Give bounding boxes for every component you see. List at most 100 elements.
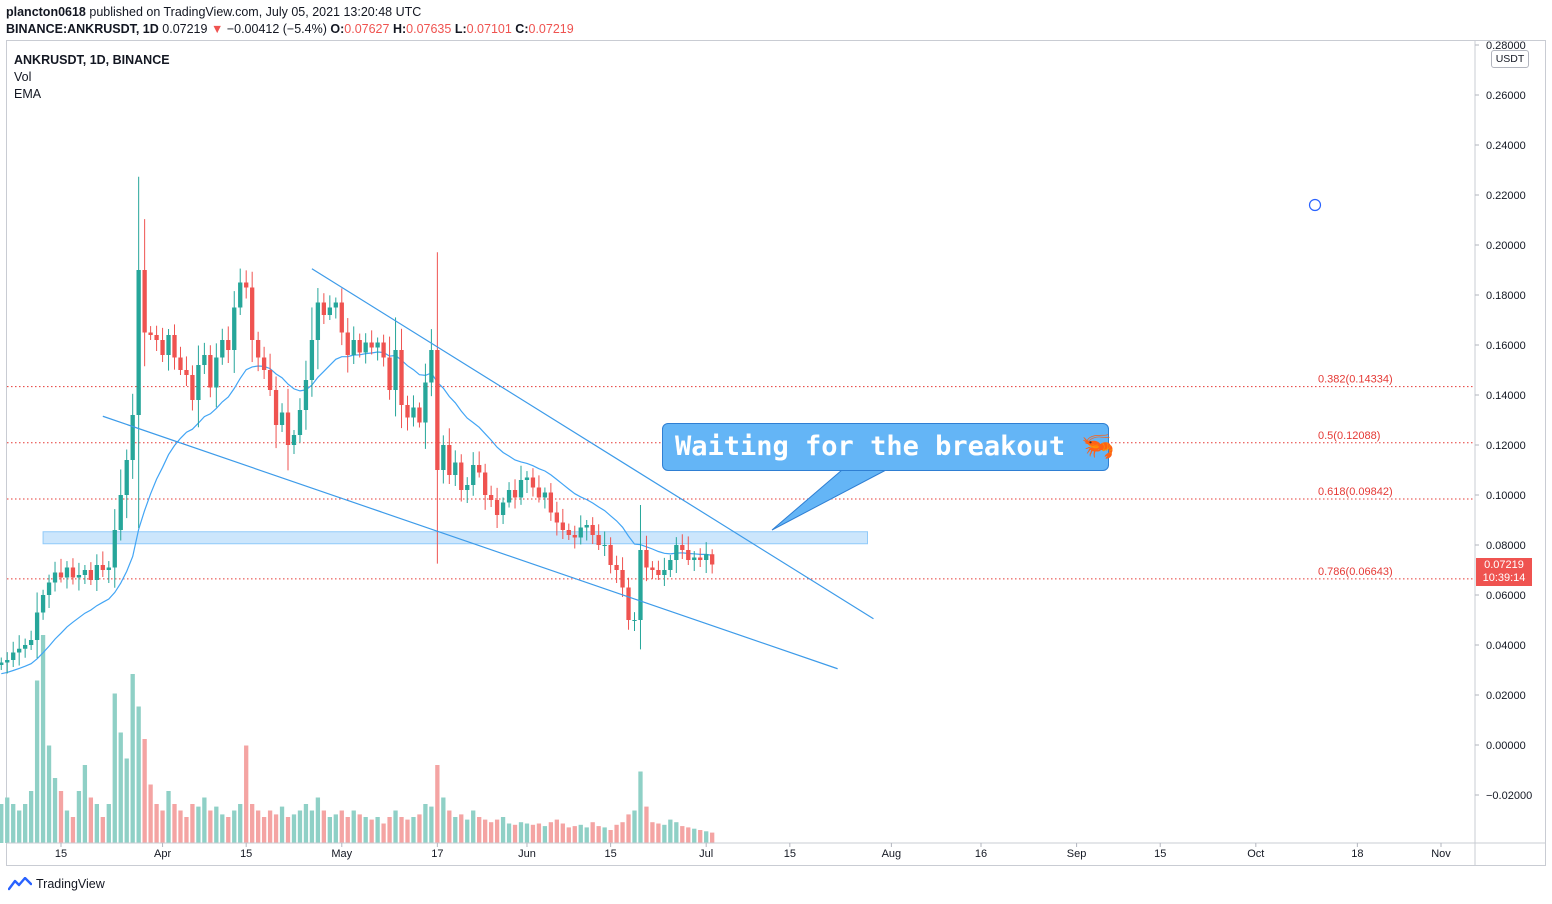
volume-bar bbox=[220, 814, 225, 843]
volume-bar bbox=[333, 814, 338, 843]
volume-bar bbox=[644, 806, 649, 843]
price-tick-label: 0.10000 bbox=[1486, 490, 1526, 502]
candle-body bbox=[548, 492, 554, 513]
volume-bar bbox=[483, 819, 488, 843]
candle-body bbox=[512, 490, 518, 498]
volume-bar bbox=[488, 822, 494, 843]
volume-bar bbox=[160, 810, 165, 843]
candle-body bbox=[465, 485, 470, 490]
volume-bar bbox=[5, 797, 10, 843]
volume-bar bbox=[512, 824, 518, 843]
open-value: 0.07627 bbox=[344, 22, 390, 36]
shrimp-icon: 🦐 bbox=[1081, 431, 1116, 462]
price-tick-label: 0.20000 bbox=[1486, 240, 1526, 252]
candle-body bbox=[136, 270, 141, 415]
volume-bar bbox=[11, 804, 16, 843]
candle-body bbox=[524, 477, 530, 480]
volume-bar bbox=[118, 732, 123, 843]
volume-bar bbox=[166, 791, 171, 843]
volume-bar bbox=[608, 830, 613, 843]
volume-bar bbox=[602, 827, 607, 843]
time-tick-label: 15 bbox=[784, 848, 796, 860]
price-tick-label: 0.08000 bbox=[1486, 540, 1526, 552]
drawing-anchor-point[interactable] bbox=[1308, 198, 1322, 212]
tradingview-brand: TradingView bbox=[36, 877, 105, 891]
price-tick-label: 0.16000 bbox=[1486, 340, 1526, 352]
candle-body bbox=[232, 307, 237, 350]
candle-body bbox=[172, 335, 177, 358]
legend-volume[interactable]: Vol bbox=[14, 70, 32, 84]
tradingview-footer[interactable]: TradingView bbox=[8, 877, 105, 891]
ema-line[interactable] bbox=[1, 351, 713, 675]
volume-bar bbox=[178, 810, 183, 843]
candle-body bbox=[130, 415, 135, 460]
volume-bar bbox=[698, 830, 703, 843]
candle-body bbox=[638, 550, 643, 620]
symbol-ohlc-line: BINANCE:ANKRUSDT, 1D 0.07219 ▼ −0.00412 … bbox=[6, 22, 574, 36]
candle-body bbox=[483, 472, 488, 495]
volume-bar bbox=[226, 817, 231, 843]
candle-body bbox=[88, 570, 94, 580]
candle-body bbox=[411, 407, 416, 418]
candle-body bbox=[327, 307, 332, 315]
candle-body bbox=[279, 412, 285, 425]
candle-body bbox=[244, 282, 249, 288]
volume-bar bbox=[429, 806, 434, 843]
candle-body bbox=[662, 570, 667, 575]
candle-body bbox=[238, 282, 243, 308]
volume-bar bbox=[465, 819, 470, 843]
candle-body bbox=[52, 572, 58, 583]
volume-bar bbox=[136, 706, 141, 843]
candle-body bbox=[321, 302, 327, 315]
price-tick-label: 0.12000 bbox=[1486, 440, 1526, 452]
volume-bar bbox=[572, 826, 577, 843]
volume-bar bbox=[566, 827, 571, 843]
volume-bar bbox=[584, 827, 589, 843]
currency-unit-button[interactable]: USDT bbox=[1491, 50, 1529, 68]
volume-bar bbox=[596, 826, 601, 843]
volume-bar bbox=[435, 765, 440, 843]
candle-body bbox=[698, 557, 703, 560]
candle-body bbox=[471, 465, 476, 485]
volume-bar bbox=[261, 817, 267, 843]
time-tick-label: Oct bbox=[1247, 848, 1264, 860]
candle-body bbox=[94, 565, 99, 580]
close-label: C: bbox=[515, 22, 529, 36]
author-name[interactable]: plancton0618 bbox=[6, 5, 86, 19]
volume-bar bbox=[327, 817, 332, 843]
chart-frame[interactable] bbox=[6, 40, 1546, 866]
candle-body bbox=[506, 490, 512, 503]
trend-line-upper[interactable] bbox=[311, 268, 874, 620]
candle-body bbox=[148, 332, 153, 335]
candle-body bbox=[542, 492, 548, 498]
trend-line-lower[interactable] bbox=[102, 415, 838, 670]
legend-title[interactable]: ANKRUSDT, 1D, BINANCE bbox=[14, 53, 170, 67]
candle-body bbox=[674, 545, 679, 560]
legend-ema[interactable]: EMA bbox=[14, 87, 42, 101]
volume-bar bbox=[662, 824, 667, 843]
breakout-callout[interactable]: Waiting for the breakout 🦐 bbox=[662, 423, 1115, 471]
volume-bar bbox=[560, 823, 565, 843]
fib-level-label: 0.382(0.14334) bbox=[1318, 374, 1393, 386]
candle-body bbox=[261, 357, 267, 370]
price-change: −0.00412 (−5.4%) bbox=[226, 22, 327, 36]
volume-bar bbox=[88, 797, 94, 843]
candle-body bbox=[5, 660, 10, 663]
candle-body bbox=[620, 570, 625, 588]
volume-bar bbox=[76, 791, 82, 843]
high-label: H: bbox=[392, 22, 407, 36]
volume-bar bbox=[459, 814, 464, 843]
time-tick-label: 15 bbox=[1154, 848, 1166, 860]
candle-body bbox=[578, 527, 583, 538]
volume-bar bbox=[154, 804, 159, 843]
candle-body bbox=[112, 530, 117, 568]
volume-bar bbox=[506, 823, 512, 843]
candle-body bbox=[0, 662, 4, 665]
candle-body bbox=[190, 375, 195, 400]
volume-bar bbox=[52, 778, 58, 843]
candle-body bbox=[680, 545, 685, 550]
volume-bar bbox=[58, 791, 64, 843]
callout-text: Waiting for the breakout bbox=[675, 431, 1066, 462]
candle-body bbox=[285, 412, 291, 445]
